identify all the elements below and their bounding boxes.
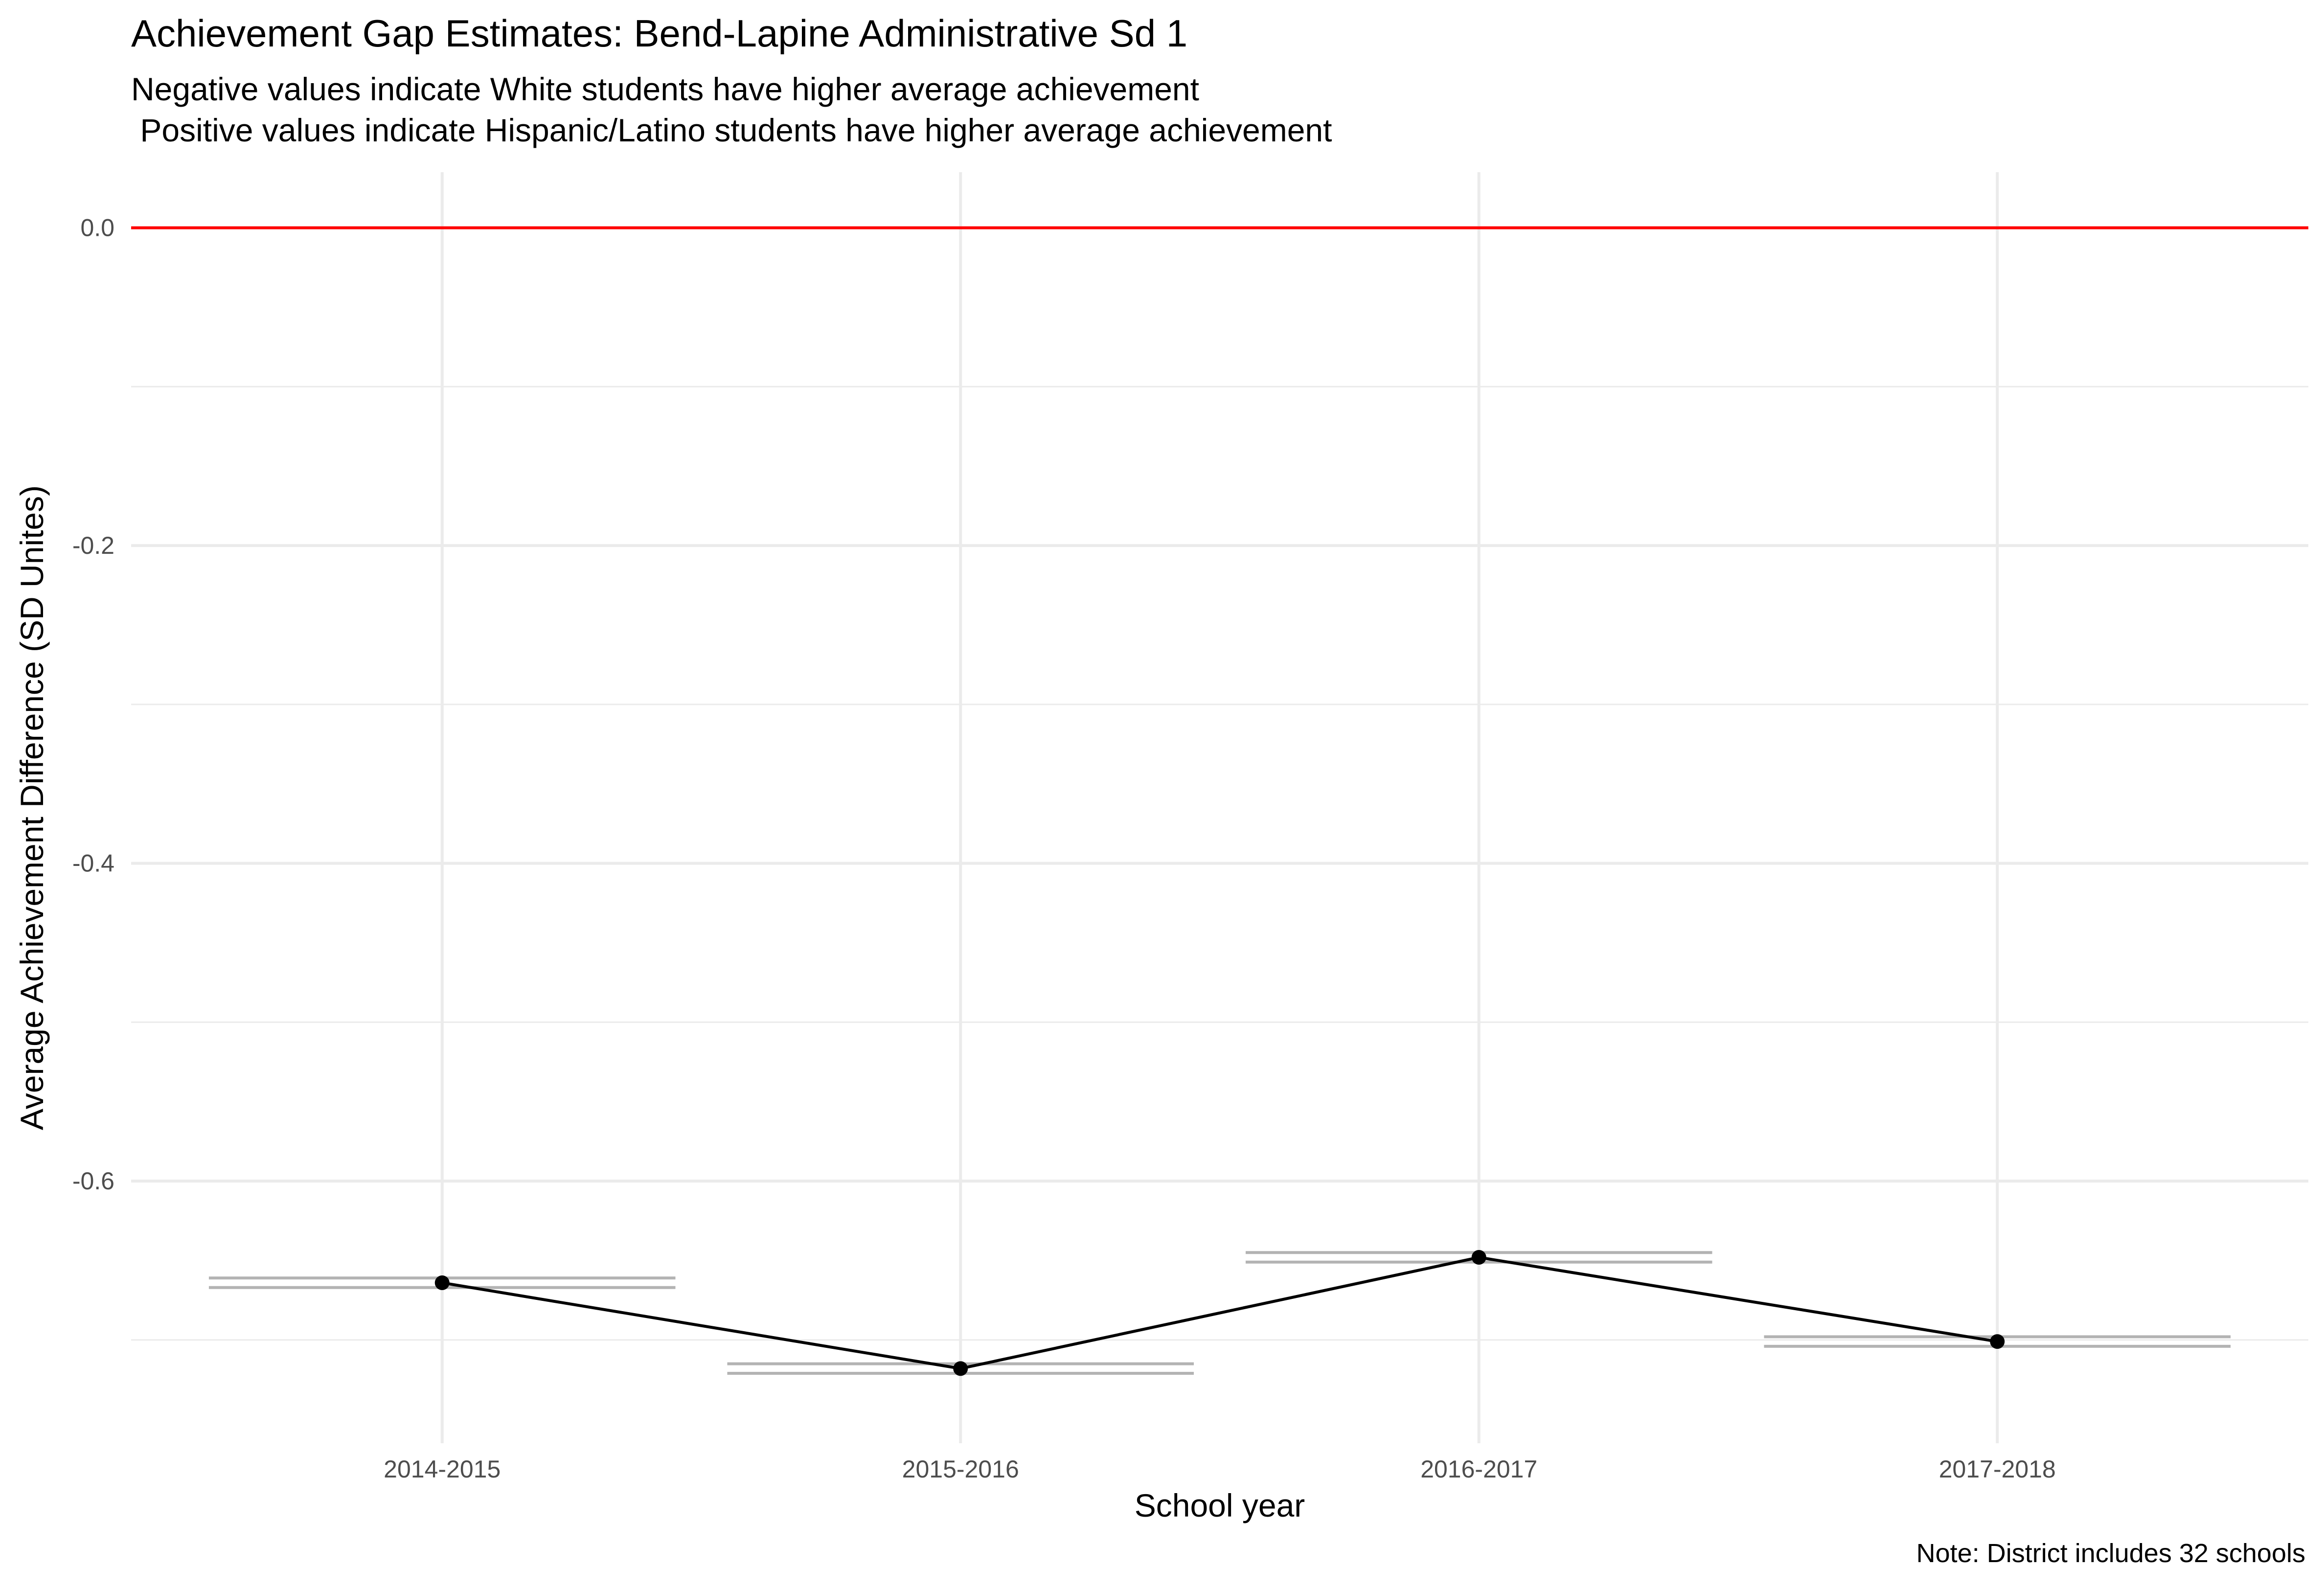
subtitle-line-1: Negative values indicate White students …: [131, 71, 1199, 107]
subtitle-line-2: Positive values indicate Hispanic/Latino…: [131, 112, 1332, 148]
x-axis-title: School year: [1135, 1487, 1305, 1523]
data-point: [1990, 1334, 2005, 1349]
x-tick-label: 2017-2018: [1939, 1455, 2056, 1483]
data-point: [953, 1361, 968, 1376]
chart-title: Achievement Gap Estimates: Bend-Lapine A…: [131, 12, 1188, 55]
x-tick-labels: 2014-2015 2015-2016 2016-2017 2017-2018: [384, 1455, 2056, 1483]
y-tick-label: -0.4: [72, 850, 114, 877]
minor-gridlines: [131, 386, 2308, 1341]
x-tick-label: 2014-2015: [384, 1455, 501, 1483]
data-point: [1471, 1250, 1486, 1265]
y-tick-label: -0.6: [72, 1167, 114, 1195]
x-tick-label: 2016-2017: [1420, 1455, 1537, 1483]
major-gridlines: [131, 172, 2308, 1443]
y-tick-label: -0.2: [72, 532, 114, 559]
x-tick-label: 2015-2016: [902, 1455, 1019, 1483]
chart-subtitle: Negative values indicate White students …: [131, 68, 1332, 151]
y-axis-title: Average Achievement Difference (SD Unite…: [14, 485, 50, 1130]
data-point: [434, 1275, 450, 1291]
series-polyline: [442, 1255, 1998, 1370]
chart-caption: Note: District includes 32 schools: [1916, 1539, 2305, 1568]
y-tick-labels: 0.0 -0.2 -0.4 -0.6: [72, 214, 114, 1195]
y-tick-label: 0.0: [80, 214, 114, 242]
series-line: [442, 1255, 1998, 1370]
data-points: [434, 1250, 2005, 1376]
